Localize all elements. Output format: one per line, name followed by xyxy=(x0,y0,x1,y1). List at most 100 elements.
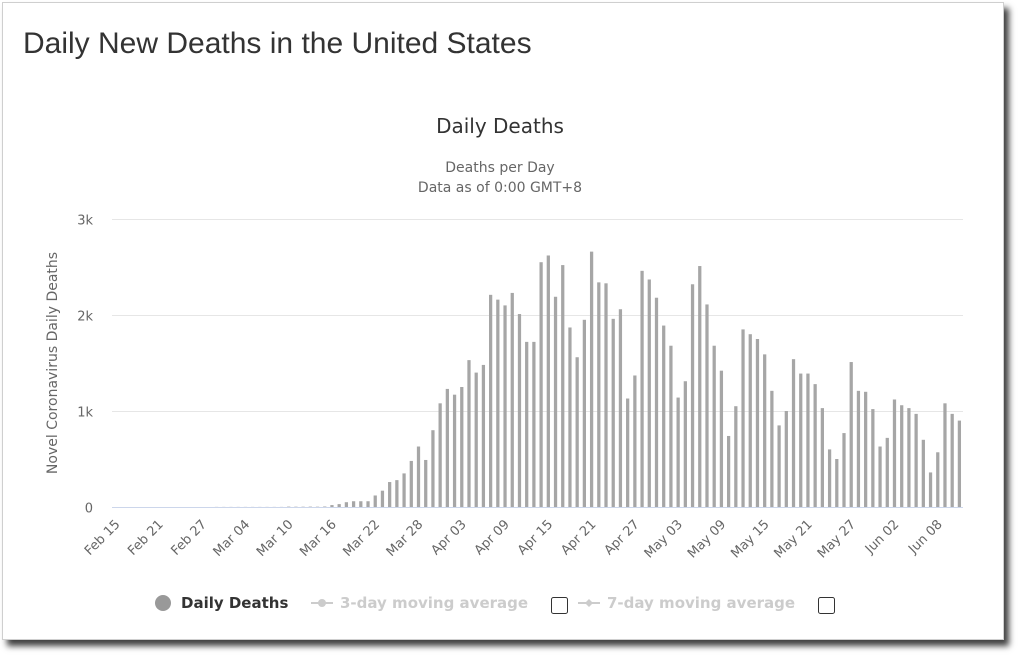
bar-may-10[interactable] xyxy=(726,435,731,507)
bar-apr-15[interactable] xyxy=(546,255,550,507)
bar-may-08[interactable] xyxy=(712,345,716,507)
bar-apr-01[interactable] xyxy=(445,388,449,507)
bar-may-19[interactable] xyxy=(791,359,796,507)
bar-may-03[interactable] xyxy=(676,397,680,507)
bar-apr-30[interactable] xyxy=(654,297,659,507)
y-tick-label: 2k xyxy=(77,310,93,325)
bar-mar-29[interactable] xyxy=(424,459,428,507)
legend-item-daily-deaths[interactable]: Daily Deaths xyxy=(155,594,288,612)
bar-apr-12[interactable] xyxy=(525,341,529,507)
bar-may-22[interactable] xyxy=(813,384,817,507)
bar-apr-11[interactable] xyxy=(517,314,522,507)
bar-may-06[interactable] xyxy=(698,266,702,507)
bar-mar-19[interactable] xyxy=(351,501,356,507)
legend-checkbox-7-day[interactable] xyxy=(818,597,835,614)
bar-series[interactable] xyxy=(214,251,962,507)
bar-mar-30[interactable] xyxy=(431,430,435,507)
bar-mar-18[interactable] xyxy=(344,502,349,507)
x-tick-label: Mar 28 xyxy=(384,517,427,560)
bar-apr-06[interactable] xyxy=(481,364,486,507)
bar-mar-22[interactable] xyxy=(373,495,377,507)
bar-jun-10[interactable] xyxy=(950,413,954,507)
bar-may-25[interactable] xyxy=(835,459,839,507)
bar-may-20[interactable] xyxy=(799,373,803,507)
bar-apr-20[interactable] xyxy=(582,319,586,507)
bar-may-04[interactable] xyxy=(683,381,687,507)
bar-apr-16[interactable] xyxy=(553,296,558,507)
bar-apr-02[interactable] xyxy=(452,394,457,507)
bar-may-28[interactable] xyxy=(856,390,861,507)
bar-apr-23[interactable] xyxy=(604,283,608,507)
bar-jun-02[interactable] xyxy=(892,399,897,507)
bar-apr-13[interactable] xyxy=(532,341,536,507)
bar-jun-03[interactable] xyxy=(900,405,904,507)
bar-mar-17[interactable] xyxy=(337,504,341,507)
bar-apr-09[interactable] xyxy=(503,305,507,507)
bar-may-17[interactable] xyxy=(777,425,781,507)
x-tick-label: Apr 03 xyxy=(428,517,469,558)
bar-apr-14[interactable] xyxy=(539,262,543,507)
bar-jun-08[interactable] xyxy=(936,452,940,507)
bar-may-12[interactable] xyxy=(741,329,745,507)
bar-jun-01[interactable] xyxy=(885,437,889,507)
bar-apr-18[interactable] xyxy=(568,327,572,507)
bar-may-11[interactable] xyxy=(734,406,738,507)
bar-may-01[interactable] xyxy=(662,325,666,507)
bar-may-23[interactable] xyxy=(820,408,824,507)
bar-apr-26[interactable] xyxy=(626,398,630,507)
bar-may-27[interactable] xyxy=(849,362,853,507)
bar-may-15[interactable] xyxy=(763,354,767,507)
bar-apr-27[interactable] xyxy=(633,375,637,507)
bar-mar-31[interactable] xyxy=(438,403,442,507)
bar-mar-27[interactable] xyxy=(409,460,413,507)
legend-item-3-day-average[interactable]: 3-day moving average xyxy=(311,594,528,612)
bar-may-05[interactable] xyxy=(690,284,695,507)
bar-jun-04[interactable] xyxy=(907,408,911,507)
bar-apr-17[interactable] xyxy=(561,265,565,507)
bar-may-07[interactable] xyxy=(705,304,709,507)
bar-mar-26[interactable] xyxy=(402,473,406,507)
bar-apr-05[interactable] xyxy=(474,372,478,507)
bar-may-02[interactable] xyxy=(669,345,673,507)
bar-may-14[interactable] xyxy=(755,339,760,507)
bar-apr-08[interactable] xyxy=(496,299,500,507)
bar-may-30[interactable] xyxy=(871,409,875,507)
bar-apr-25[interactable] xyxy=(618,309,623,507)
bar-jun-11[interactable] xyxy=(957,420,962,507)
bar-mar-21[interactable] xyxy=(366,501,370,507)
bar-apr-03[interactable] xyxy=(460,387,464,507)
bar-apr-21[interactable] xyxy=(589,251,594,507)
bar-apr-19[interactable] xyxy=(575,357,579,507)
bar-apr-29[interactable] xyxy=(647,279,651,507)
bar-mar-24[interactable] xyxy=(388,482,392,507)
bar-jun-05[interactable] xyxy=(914,413,918,507)
bar-apr-22[interactable] xyxy=(597,282,601,507)
bar-jun-06[interactable] xyxy=(921,439,925,507)
bar-may-18[interactable] xyxy=(784,411,788,507)
bar-apr-04[interactable] xyxy=(467,360,471,507)
bar-apr-10[interactable] xyxy=(510,292,514,507)
bar-may-31[interactable] xyxy=(878,446,882,507)
bar-mar-20[interactable] xyxy=(359,501,363,507)
chart-legend: Daily Deaths 3-day moving average 7-day mo… xyxy=(155,594,835,614)
bar-may-24[interactable] xyxy=(827,449,832,507)
bar-mar-25[interactable] xyxy=(395,480,399,507)
bar-may-13[interactable] xyxy=(748,334,752,507)
bar-mar-16[interactable] xyxy=(330,505,334,507)
legend-checkbox-3-day[interactable] xyxy=(551,597,568,614)
legend-item-7-day-average[interactable]: 7-day moving average xyxy=(578,594,795,612)
bar-may-26[interactable] xyxy=(842,433,846,507)
x-tick-label: Mar 22 xyxy=(340,517,383,560)
bar-mar-23[interactable] xyxy=(380,490,385,507)
bar-may-09[interactable] xyxy=(719,370,724,507)
bar-apr-28[interactable] xyxy=(640,270,644,507)
bar-jun-09[interactable] xyxy=(943,403,947,507)
bar-jun-07[interactable] xyxy=(928,472,933,507)
bar-apr-24[interactable] xyxy=(611,318,615,507)
x-axis-tick-labels: Feb 15 Feb 21 Feb 27 Mar 04 Mar 10 Mar 16 Mar … xyxy=(82,517,946,561)
bar-may-16[interactable] xyxy=(770,390,774,507)
bar-mar-28[interactable] xyxy=(416,446,421,507)
bar-may-29[interactable] xyxy=(864,391,868,507)
bar-apr-07[interactable] xyxy=(489,294,493,507)
bar-may-21[interactable] xyxy=(806,373,810,507)
